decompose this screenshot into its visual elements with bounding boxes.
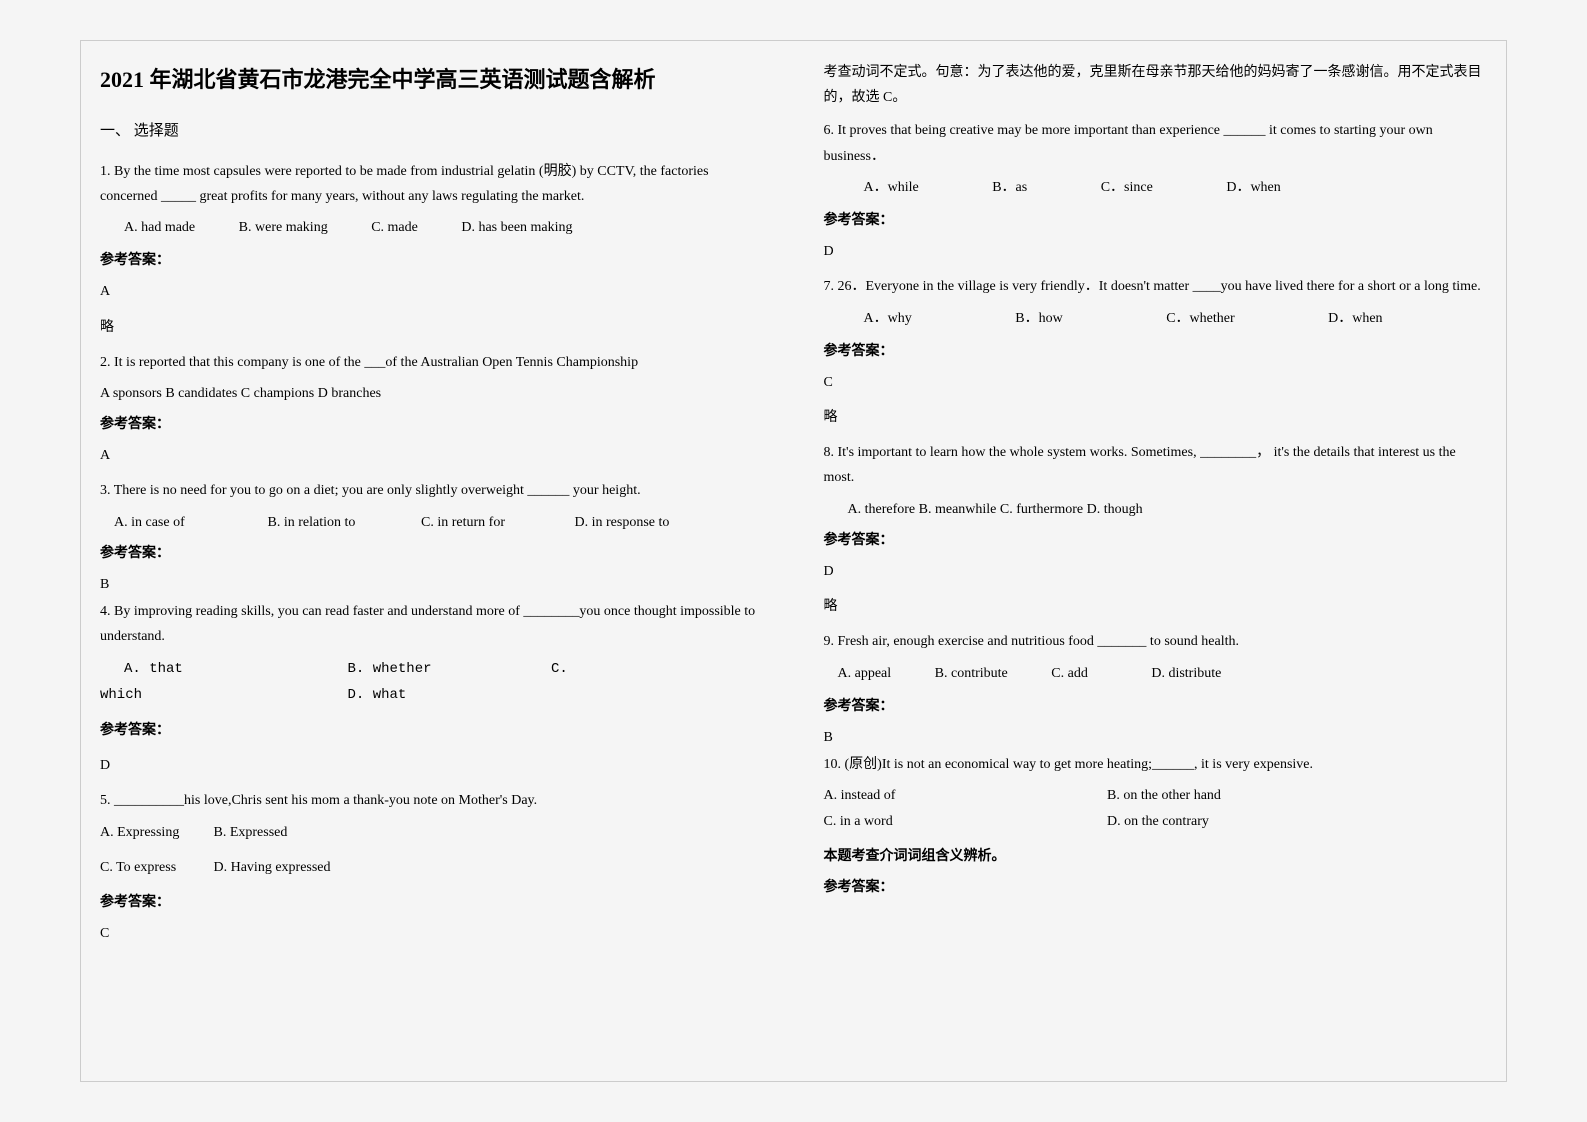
q10-opt-a: A. instead of	[824, 783, 1104, 808]
section-heading: 一、 选择题	[100, 118, 764, 145]
q4-opt-c2: which	[100, 683, 344, 708]
q6-opt-c: C．since	[1101, 175, 1153, 200]
q1-opt-d: D. has been making	[461, 215, 572, 240]
q8-ans-label: 参考答案：	[824, 528, 1488, 553]
question-6-options: A．while B．as C．since D．when	[864, 175, 1488, 200]
q1-note: 略	[100, 315, 764, 340]
q4-ans: D	[100, 753, 764, 778]
question-5-options-row2: C. To express D. Having expressed	[100, 855, 764, 880]
q10-opt-b: B. on the other hand	[1107, 783, 1221, 808]
question-2-text: 2. It is reported that this company is o…	[100, 350, 764, 375]
question-1-options: A. had made B. were making C. made D. ha…	[124, 215, 764, 240]
q6-opt-b: B．as	[992, 175, 1027, 200]
q2-ans: A	[100, 443, 764, 468]
question-4-options-row2: which D. what	[100, 682, 764, 708]
q6-opt-a: A．while	[864, 175, 919, 200]
q5-opt-b: B. Expressed	[214, 820, 288, 845]
q4-opt-d: D. what	[348, 683, 407, 708]
q3-opt-d: D. in response to	[575, 510, 670, 535]
question-7-options: A．why B．how C．whether D．when	[864, 306, 1488, 331]
q9-opt-d: D. distribute	[1151, 661, 1221, 686]
q2-ans-label: 参考答案：	[100, 412, 764, 437]
q1-ans: A	[100, 279, 764, 304]
q4-opt-c: C.	[551, 657, 568, 682]
q5-opt-a: A. Expressing	[100, 820, 210, 845]
q10-opt-d: D. on the contrary	[1107, 809, 1209, 834]
q7-ans-label: 参考答案：	[824, 339, 1488, 364]
q9-ans: B	[824, 725, 1488, 750]
question-8-options: A. therefore B. meanwhile C. furthermore…	[848, 497, 1488, 522]
page-title: 2021 年湖北省黄石市龙港完全中学高三英语测试题含解析	[100, 60, 764, 100]
q1-ans-label: 参考答案：	[100, 248, 764, 273]
question-9-options: A. appeal B. contribute C. add D. distri…	[838, 661, 1488, 686]
q3-ans-label: 参考答案：	[100, 541, 764, 566]
q7-opt-a: A．why	[864, 306, 912, 331]
q8-note: 略	[824, 594, 1488, 619]
q10-ans-label: 参考答案：	[824, 875, 1488, 900]
q10-opt-c: C. in a word	[824, 809, 1104, 834]
q6-opt-d: D．when	[1226, 175, 1280, 200]
q7-note: 略	[824, 405, 1488, 430]
q6-ans-label: 参考答案：	[824, 208, 1488, 233]
question-1-text: 1. By the time most capsules were report…	[100, 159, 764, 209]
question-8-text: 8. It's important to learn how the whole…	[824, 440, 1488, 490]
question-3-options: A. in case of B. in relation to C. in re…	[114, 510, 764, 535]
question-10-text: 10. (原创)It is not an economical way to g…	[824, 752, 1488, 777]
q5-explanation: 考查动词不定式。句意：为了表达他的爱，克里斯在母亲节那天给他的妈妈寄了一条感谢信…	[824, 60, 1488, 110]
question-10-options-row1: A. instead of B. on the other hand	[824, 783, 1488, 808]
q9-opt-c: C. add	[1051, 661, 1088, 686]
q4-ans-label: 参考答案：	[100, 718, 764, 743]
q6-ans: D	[824, 239, 1488, 264]
q5-ans: C	[100, 921, 764, 946]
q7-opt-d: D．when	[1328, 306, 1382, 331]
q3-opt-b: B. in relation to	[268, 510, 418, 535]
q5-ans-label: 参考答案：	[100, 890, 764, 915]
question-5-options-row1: A. Expressing B. Expressed	[100, 820, 764, 845]
question-2-options: A sponsors B candidates C champions D br…	[100, 381, 764, 406]
question-9-text: 9. Fresh air, enough exercise and nutrit…	[824, 629, 1488, 654]
q9-ans-label: 参考答案：	[824, 694, 1488, 719]
q4-opt-b: B. whether	[348, 657, 548, 682]
q4-opt-a: A. that	[124, 657, 344, 682]
q7-opt-b: B．how	[1015, 306, 1062, 331]
question-10-options-row2: C. in a word D. on the contrary	[824, 809, 1488, 834]
q8-ans: D	[824, 559, 1488, 584]
q3-opt-c: C. in return for	[421, 510, 571, 535]
q5-opt-c: C. To express	[100, 855, 210, 880]
q9-opt-b: B. contribute	[935, 661, 1008, 686]
q3-ans: B	[100, 572, 764, 597]
q1-opt-c: C. made	[371, 215, 418, 240]
q5-opt-d: D. Having expressed	[214, 855, 331, 880]
q1-opt-b: B. were making	[239, 215, 328, 240]
question-5-text: 5. __________his love,Chris sent his mom…	[100, 788, 764, 813]
question-6-text: 6. It proves that being creative may be …	[824, 118, 1488, 168]
right-column: 考查动词不定式。句意：为了表达他的爱，克里斯在母亲节那天给他的妈妈寄了一条感谢信…	[824, 60, 1488, 1082]
q10-note: 本题考查介词词组含义辨析。	[824, 844, 1488, 869]
question-7-text: 7. 26．Everyone in the village is very fr…	[824, 274, 1488, 299]
question-4-options-row1: A. that B. whether C.	[124, 656, 764, 682]
q9-opt-a: A. appeal	[838, 661, 892, 686]
question-4-text: 4. By improving reading skills, you can …	[100, 599, 764, 649]
q7-ans: C	[824, 370, 1488, 395]
left-column: 2021 年湖北省黄石市龙港完全中学高三英语测试题含解析 一、 选择题 1. B…	[100, 60, 764, 1082]
q3-opt-a: A. in case of	[114, 510, 264, 535]
q7-opt-c: C．whether	[1166, 306, 1234, 331]
question-3-text: 3. There is no need for you to go on a d…	[100, 478, 764, 503]
q1-opt-a: A. had made	[124, 215, 195, 240]
